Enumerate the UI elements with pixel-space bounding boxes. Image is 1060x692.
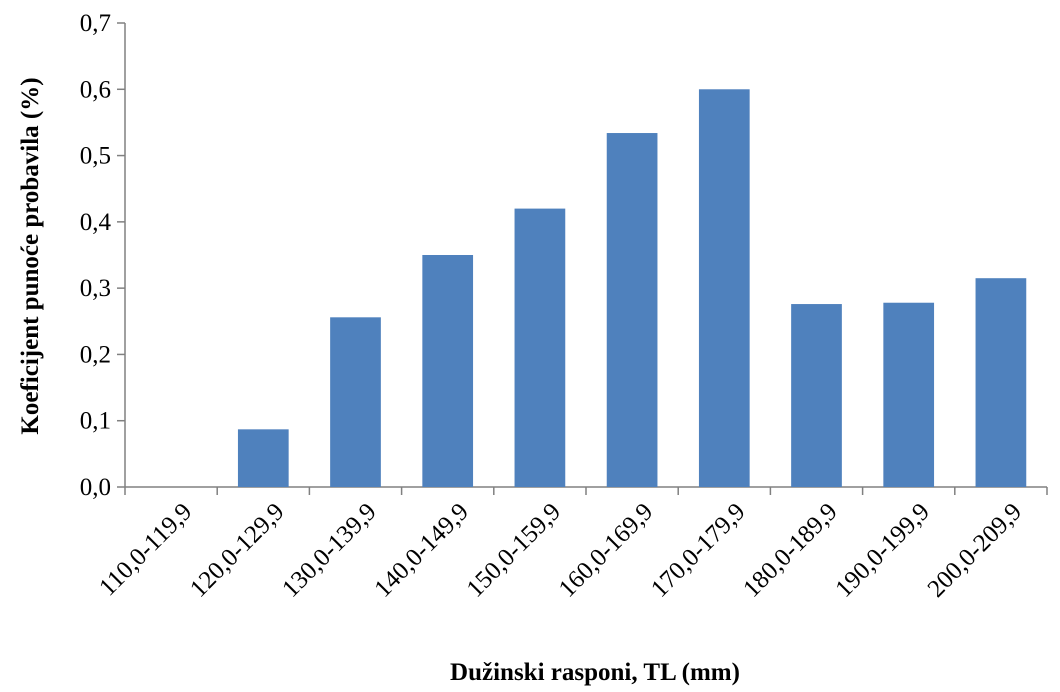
plot-area: 0,0 0,1 0,2 0,3 0,4 0,5 0,6 0,7 110,0-119,9120,0… (80, 10, 1048, 603)
y-tick-label: 0,0 (80, 474, 111, 501)
y-tick-label: 0,3 (80, 275, 111, 302)
y-axis-title: Koeficijent punoće probavila (%) (17, 77, 44, 434)
bar (514, 208, 566, 487)
x-tick-label: 180,0-189,9 (738, 498, 843, 603)
bar (791, 304, 842, 487)
x-tick-label: 110,0-119,9 (94, 498, 197, 601)
y-tick-label: 0,1 (80, 408, 111, 435)
y-tick-label: 0,2 (80, 341, 111, 368)
x-tick-label: 200,0-209,9 (923, 498, 1028, 603)
x-tick-label: 120,0-129,9 (185, 498, 290, 603)
bar (698, 89, 750, 488)
x-tick-label: 130,0-139,9 (277, 498, 382, 603)
y-tick-label: 0,7 (80, 10, 111, 37)
bar (422, 255, 474, 487)
bar (237, 429, 289, 487)
x-axis-title: Dužinski rasponi, TL (mm) (450, 659, 740, 686)
y-tick-label: 0,6 (80, 76, 111, 103)
x-tick-label: 160,0-169,9 (554, 498, 659, 603)
bar (330, 317, 381, 487)
bar (975, 278, 1027, 487)
y-tick-label: 0,5 (80, 143, 111, 170)
y-tick-label: 0,4 (80, 209, 112, 236)
x-tick-label: 140,0-149,9 (369, 498, 474, 603)
bar (606, 133, 658, 487)
x-tick-label: 190,0-199,9 (830, 498, 935, 603)
x-tick-label: 170,0-179,9 (646, 498, 751, 603)
bar (883, 302, 935, 487)
x-tick-label: 150,0-159,9 (462, 498, 567, 603)
